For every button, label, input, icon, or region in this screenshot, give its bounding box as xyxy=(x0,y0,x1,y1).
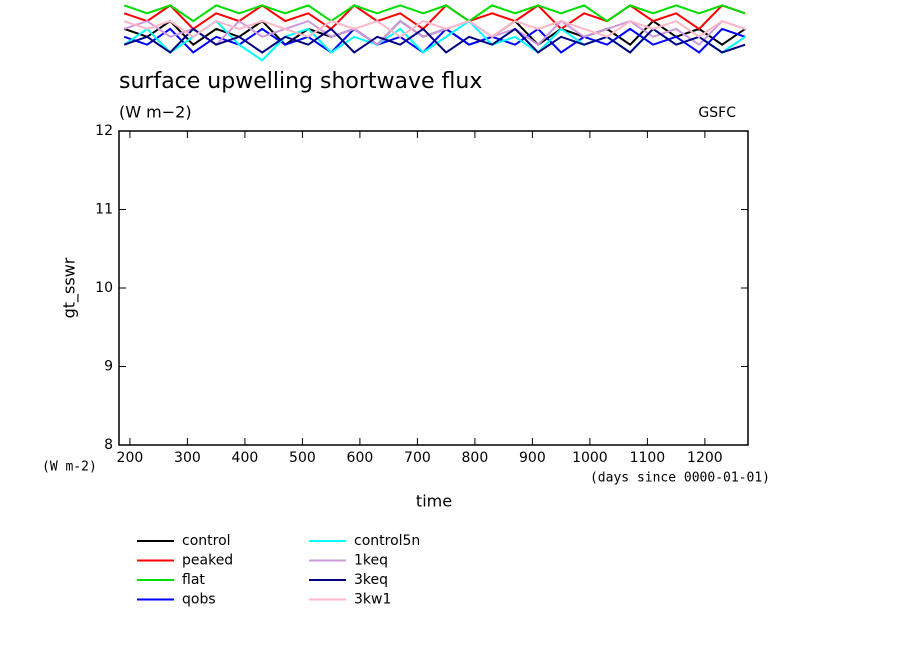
y-unit: (W m-2) xyxy=(42,460,97,475)
series-line xyxy=(123,19,746,47)
legend-label: flat xyxy=(182,572,205,588)
x-tick-label: 400 xyxy=(232,450,259,466)
legend-label: peaked xyxy=(182,553,233,569)
legend-label: 1keq xyxy=(354,553,388,569)
x-tick-label: 800 xyxy=(462,450,489,466)
x-tick-label: 500 xyxy=(289,450,316,466)
x-axis-label: time xyxy=(416,492,452,511)
y-tick-label: 12 xyxy=(95,123,113,139)
y-tick-label: 9 xyxy=(104,359,113,375)
x-tick-label: 900 xyxy=(519,450,546,466)
legend-label: 3kw1 xyxy=(354,592,391,608)
series-line xyxy=(123,4,746,31)
chart-subtitle: (W m−2) xyxy=(119,103,192,122)
y-tick-label: 8 xyxy=(104,437,113,453)
y-tick-label: 10 xyxy=(95,280,113,296)
plot-frame xyxy=(118,130,749,446)
legend-label: control xyxy=(182,533,231,549)
chart-title: surface upwelling shortwave flux xyxy=(119,69,482,94)
x-tick-label: 1100 xyxy=(630,450,666,466)
legend-label: qobs xyxy=(182,592,216,608)
legend-label: control5n xyxy=(354,533,420,549)
x-tick-label: 200 xyxy=(117,450,144,466)
series-line xyxy=(123,4,746,23)
legend-label: 3keq xyxy=(354,572,388,588)
x-tick-label: 600 xyxy=(347,450,374,466)
x-tick-label: 1000 xyxy=(572,450,608,466)
x-tick-label: 300 xyxy=(174,450,201,466)
series-line xyxy=(123,19,746,39)
x-tick-label: 700 xyxy=(404,450,431,466)
x-tick-label: 1200 xyxy=(687,450,723,466)
series-line xyxy=(123,27,746,54)
y-tick-label: 11 xyxy=(95,202,113,218)
source: GSFC xyxy=(698,105,736,121)
x-unit: (days since 0000-01-01) xyxy=(590,471,770,486)
y-axis-label: gt_sswr xyxy=(60,257,80,318)
